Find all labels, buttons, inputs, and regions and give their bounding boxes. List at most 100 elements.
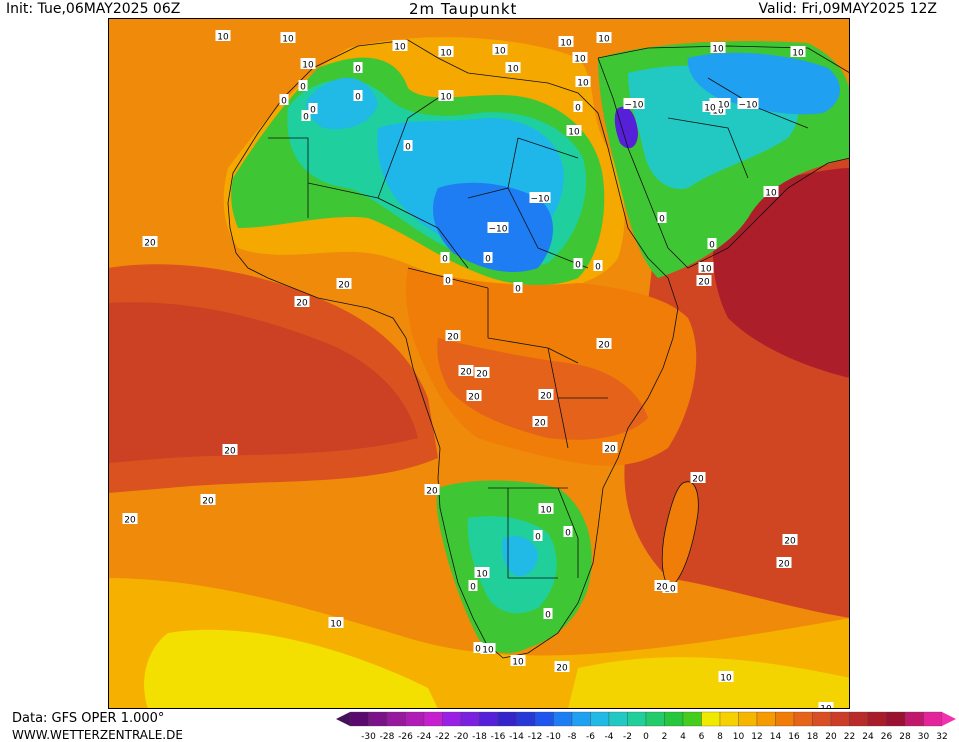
legend-color-box bbox=[516, 711, 536, 727]
legend-tick-label: -24 bbox=[417, 732, 432, 741]
contour-label: 20 bbox=[474, 367, 490, 380]
contour-label: 0 bbox=[403, 140, 413, 153]
svg-text:0: 0 bbox=[595, 263, 601, 273]
legend-tick-label: 18 bbox=[807, 732, 819, 741]
svg-text:10: 10 bbox=[440, 93, 452, 103]
legend-color-box bbox=[368, 711, 388, 727]
svg-text:10: 10 bbox=[712, 107, 724, 117]
contour-label: 20 bbox=[696, 275, 712, 288]
svg-text:0: 0 bbox=[485, 255, 491, 265]
svg-text:0: 0 bbox=[281, 97, 287, 107]
legend-color-box bbox=[849, 711, 869, 727]
svg-text:0: 0 bbox=[659, 215, 665, 225]
contour-label: 10 bbox=[763, 186, 779, 199]
contour-label: 20 bbox=[445, 330, 461, 343]
contour-label: 10 bbox=[505, 62, 521, 75]
svg-text:10: 10 bbox=[720, 674, 732, 684]
legend-tick-label: -14 bbox=[509, 732, 524, 741]
legend-tick-label: -28 bbox=[380, 732, 395, 741]
contour-label: 10 bbox=[572, 52, 588, 65]
contour-label: 10 bbox=[474, 567, 490, 580]
contour-label: 10 bbox=[480, 643, 496, 656]
contour-label: 10 bbox=[392, 40, 408, 53]
svg-text:20: 20 bbox=[468, 393, 480, 403]
svg-text:0: 0 bbox=[355, 65, 361, 75]
svg-text:10: 10 bbox=[302, 61, 314, 71]
contour-label: 0 bbox=[353, 90, 363, 103]
svg-text:10: 10 bbox=[507, 65, 519, 75]
contour-label: 20 bbox=[602, 442, 618, 455]
svg-text:0: 0 bbox=[470, 583, 476, 593]
legend-color-box bbox=[719, 711, 739, 727]
init-time-label: Init: Tue,06MAY2025 06Z bbox=[6, 1, 181, 17]
contour-label: 20 bbox=[222, 444, 238, 457]
svg-text:10: 10 bbox=[560, 39, 572, 49]
data-source-label: Data: GFS OPER 1.000° bbox=[12, 711, 165, 726]
contour-label: 10 bbox=[702, 101, 718, 114]
contour-label: 0 bbox=[593, 260, 603, 273]
svg-text:−10: −10 bbox=[531, 195, 550, 205]
legend-tick-label: 2 bbox=[662, 732, 668, 741]
contour-label: 10 bbox=[510, 655, 526, 668]
svg-text:20: 20 bbox=[224, 447, 236, 457]
contour-label: 0 bbox=[440, 252, 450, 265]
svg-text:20: 20 bbox=[144, 239, 156, 249]
legend-color-box bbox=[571, 711, 591, 727]
svg-text:20: 20 bbox=[296, 299, 308, 309]
atlantic-warm-core bbox=[108, 302, 418, 463]
legend-color-box bbox=[590, 711, 610, 727]
contour-label: 20 bbox=[782, 534, 798, 547]
legend-tick-label: 16 bbox=[788, 732, 800, 741]
svg-text:0: 0 bbox=[300, 83, 306, 93]
contour-label: 10 bbox=[438, 90, 454, 103]
contour-label: 0 bbox=[707, 238, 717, 251]
legend-color-box bbox=[460, 711, 480, 727]
legend-color-box bbox=[701, 711, 721, 727]
svg-text:0: 0 bbox=[545, 611, 551, 621]
svg-text:10: 10 bbox=[704, 104, 716, 114]
contour-label: 10 bbox=[566, 125, 582, 138]
contour-label: 0 bbox=[308, 103, 318, 116]
svg-text:−10: −10 bbox=[625, 101, 644, 111]
legend-color-box bbox=[553, 711, 573, 727]
svg-text:10: 10 bbox=[765, 189, 777, 199]
legend-tick-label: 30 bbox=[918, 732, 930, 741]
contour-label: 20 bbox=[690, 472, 706, 485]
contour-label: 10 bbox=[790, 46, 806, 59]
contour-label: −10 bbox=[623, 98, 645, 111]
contour-label: 10 bbox=[718, 671, 734, 684]
madagascar bbox=[662, 481, 699, 588]
color-legend: -30 -28 -26 -24 -22 -20 -18 -16 -14 -12 -10 -8 -6 -4-… bbox=[336, 711, 956, 741]
south-east-yellow bbox=[568, 657, 850, 709]
svg-text:−10: −10 bbox=[739, 101, 758, 111]
svg-text:20: 20 bbox=[426, 487, 438, 497]
legend-tick-labels: -30 -28 -26 -24 -22 -20 -18 -16 -14 -12 -10 -8 -6 -4-… bbox=[361, 732, 948, 741]
legend-color-box bbox=[775, 711, 795, 727]
legend-tick-label: -12 bbox=[528, 732, 543, 741]
svg-text:10: 10 bbox=[282, 35, 294, 45]
contour-label: 10 bbox=[538, 503, 554, 516]
svg-text:20: 20 bbox=[556, 664, 568, 674]
legend-tick-label: 10 bbox=[733, 732, 745, 741]
southern-africa-cyan bbox=[502, 536, 538, 577]
svg-text:10: 10 bbox=[792, 49, 804, 59]
svg-text:20: 20 bbox=[778, 560, 790, 570]
contour-label: 0 bbox=[298, 80, 308, 93]
svg-text:0: 0 bbox=[405, 143, 411, 153]
svg-text:0: 0 bbox=[565, 529, 571, 539]
contour-label: 10 bbox=[710, 42, 726, 55]
contour-label: 0 bbox=[483, 252, 493, 265]
south-ocean-yellow bbox=[144, 629, 438, 709]
legend-tick-label: 22 bbox=[844, 732, 855, 741]
svg-text:0: 0 bbox=[515, 285, 521, 295]
legend-tick-label: -20 bbox=[454, 732, 469, 741]
legend-color-box bbox=[534, 711, 554, 727]
legend-color-box bbox=[923, 711, 943, 727]
contour-label: 20 bbox=[554, 661, 570, 674]
contour-label: 0 bbox=[657, 212, 667, 225]
svg-text:20: 20 bbox=[124, 516, 136, 526]
legend-color-box bbox=[442, 711, 462, 727]
svg-text:20: 20 bbox=[784, 537, 796, 547]
red-sea-low bbox=[614, 106, 638, 149]
